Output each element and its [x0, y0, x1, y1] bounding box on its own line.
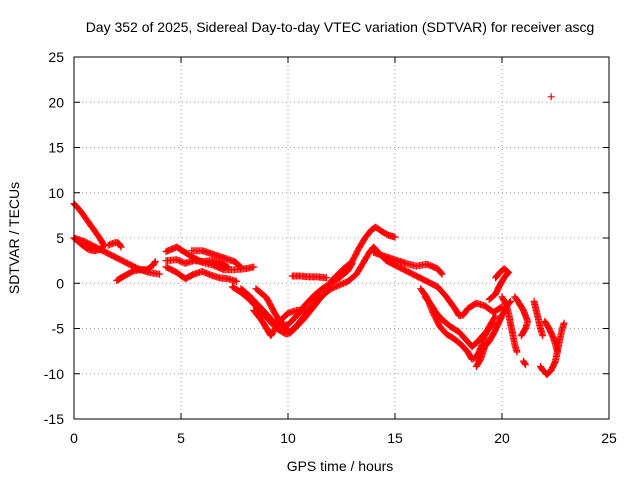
x-tick-label: 5 [177, 430, 185, 446]
data-point [491, 313, 499, 321]
data-point [237, 263, 245, 271]
series-track-u [511, 293, 532, 340]
data-point [521, 360, 529, 367]
series-track-n [327, 223, 399, 285]
data-point [151, 258, 159, 265]
data-point [492, 274, 500, 282]
series-track-f [162, 256, 232, 271]
series-track-h [188, 247, 245, 271]
data-point [301, 306, 309, 314]
data-point [391, 233, 399, 241]
y-tick-label: -5 [52, 321, 65, 337]
x-tick-label: 20 [494, 430, 510, 446]
data-point [223, 262, 231, 270]
data-point [554, 348, 562, 356]
tick-labels: 0 5 10 15 20 25 -15 -10 -5 0 5 10 15 20 25 [44, 49, 617, 446]
chart-title: Day 352 of 2025, Sidereal Day-to-day VTE… [86, 19, 595, 35]
y-axis-title: SDTVAR / TECUs [6, 182, 22, 294]
y-tick-label: -15 [44, 411, 64, 427]
series-track-y [541, 317, 562, 356]
series-track-r [485, 265, 512, 303]
series-track-g [162, 263, 241, 285]
data-point [507, 297, 515, 305]
x-tick-label: 10 [280, 430, 296, 446]
series-track-c [104, 239, 125, 251]
y-tick-label: 20 [48, 94, 64, 110]
series-track-i [228, 243, 506, 338]
y-tick-label: -10 [44, 366, 64, 382]
data-point [250, 263, 258, 271]
data-point [236, 262, 244, 270]
series-track-d [113, 258, 159, 284]
data-point [316, 292, 324, 300]
data-point [323, 274, 330, 282]
series-track-w [530, 297, 547, 340]
data-point [233, 277, 241, 285]
y-tick-label: 5 [56, 230, 64, 246]
data-point [117, 243, 125, 251]
series-track-x [537, 319, 568, 379]
data-point [492, 312, 500, 320]
data-point [547, 93, 555, 101]
data-point [513, 348, 521, 356]
series-outlier [547, 93, 555, 101]
data-point [315, 293, 323, 301]
data-point [517, 332, 525, 340]
y-tick-label: 25 [48, 49, 64, 65]
data-point [224, 263, 232, 271]
y-tick-label: 0 [56, 275, 64, 291]
data-point [151, 259, 159, 267]
x-tick-label: 0 [70, 430, 78, 446]
plot-area [70, 93, 568, 379]
series-track-m [288, 272, 330, 282]
y-tick-label: 15 [48, 140, 64, 156]
x-tick-label: 25 [601, 430, 617, 446]
plot-border [73, 56, 610, 420]
data-point [492, 273, 500, 281]
data-point [437, 269, 445, 277]
series-track-v [519, 357, 529, 369]
data-point [522, 361, 529, 369]
data-point [539, 332, 547, 340]
y-tick-label: 10 [48, 185, 64, 201]
data-point [156, 270, 164, 278]
series-track-o [370, 249, 446, 278]
x-axis-title: GPS time / hours [287, 458, 394, 474]
data-point [438, 270, 446, 278]
x-tick-label: 15 [387, 430, 403, 446]
series-track-l [250, 306, 309, 340]
data-point [116, 242, 124, 250]
series-track-t [498, 293, 521, 356]
data-point [518, 331, 526, 338]
series-track-j [237, 259, 356, 329]
data-point [560, 319, 568, 327]
series-track-q [421, 293, 497, 351]
